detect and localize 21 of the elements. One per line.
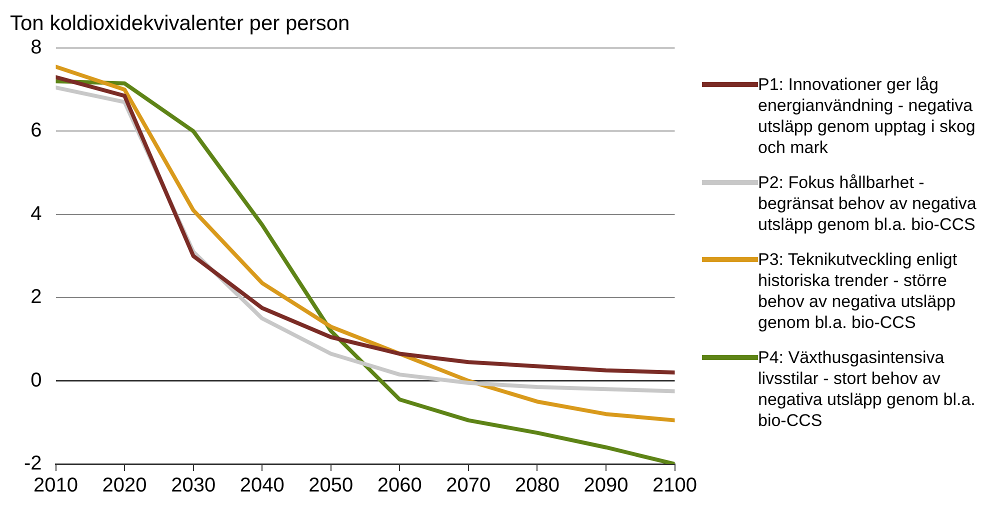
y-tick-label: -2	[24, 452, 42, 475]
y-tick-label: 0	[30, 369, 42, 392]
legend-label: P3: Teknikutveckling enligt historiska trender - större behov av negativa utsläpp genom bl.a. bio-CCS	[758, 249, 958, 333]
y-tick-label: 8	[30, 36, 42, 59]
y-tick-label: 6	[30, 120, 42, 142]
x-tick-label: 2030	[171, 474, 216, 497]
x-tick-label: 2060	[377, 474, 422, 497]
legend-label: P4: Växthusgasintensiva livsstilar - stort behov av negativa utsläpp genom bl.a. bio-CCS	[758, 347, 976, 431]
x-tick-label: 2020	[102, 474, 147, 497]
x-tick-label: 2090	[584, 474, 628, 497]
x-tick-label: 2100	[652, 474, 698, 497]
x-tick-label: 2070	[446, 474, 491, 497]
x-tick-label: 2080	[514, 474, 560, 497]
y-tick-label: 4	[30, 202, 42, 225]
x-tick-label: 2040	[240, 474, 284, 497]
x-tick-label: 2050	[308, 474, 354, 497]
x-tick-label: 2010	[34, 474, 78, 497]
y-tick-label: 2	[30, 286, 42, 308]
legend-label: P2: Fokus hållbarhet - begränsat behov av negativa utsläpp genom bl.a. bio-CCS	[758, 172, 978, 235]
legend-label: P1: Innovationer ger låg energianvändning - negativa utsläpp genom upptag i skog och mark	[758, 74, 976, 158]
y-axis-title: Ton koldioxidekvivalenter per person	[10, 12, 350, 36]
